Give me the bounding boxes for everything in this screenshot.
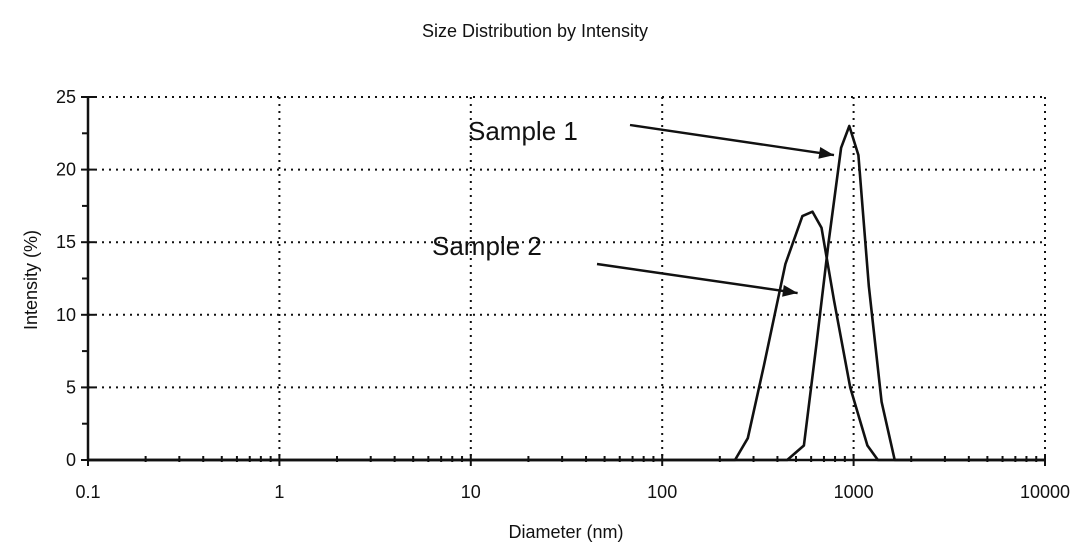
y-tick-label: 20 [56, 160, 76, 180]
y-tick-label: 10 [56, 305, 76, 325]
x-axis-label: Diameter (nm) [508, 522, 623, 542]
arrowhead-1 [818, 147, 834, 159]
x-tick-label: 1000 [834, 482, 874, 502]
tick-marks [81, 96, 1046, 466]
y-tick-label: 5 [66, 377, 76, 397]
annotations: Sample 1 Sample 2 [432, 116, 835, 297]
annotation-label-1: Sample 1 [468, 116, 578, 146]
annotation-arrow-1 [629, 123, 835, 157]
series-line-2 [88, 210, 1045, 462]
y-tick-label: 15 [56, 232, 76, 252]
axes [86, 97, 1045, 462]
grid [88, 96, 1046, 460]
y-axis-label: Intensity (%) [21, 230, 41, 330]
chart-title: Size Distribution by Intensity [422, 21, 648, 41]
x-tick-label: 10000 [1020, 482, 1070, 502]
tick-labels: 0 5 10 15 20 25 0.1 1 10 100 1000 10000 [56, 87, 1070, 502]
series [88, 124, 1045, 462]
annotation-arrow-2 [596, 262, 798, 295]
annotation-label-2: Sample 2 [432, 231, 542, 261]
y-tick-label: 25 [56, 87, 76, 107]
x-tick-label: 0.1 [75, 482, 100, 502]
x-tick-label: 1 [274, 482, 284, 502]
x-tick-label: 10 [461, 482, 481, 502]
arrowhead-2 [782, 285, 798, 297]
series-line-1 [88, 124, 1045, 462]
y-tick-label: 0 [66, 450, 76, 470]
x-tick-label: 100 [647, 482, 677, 502]
